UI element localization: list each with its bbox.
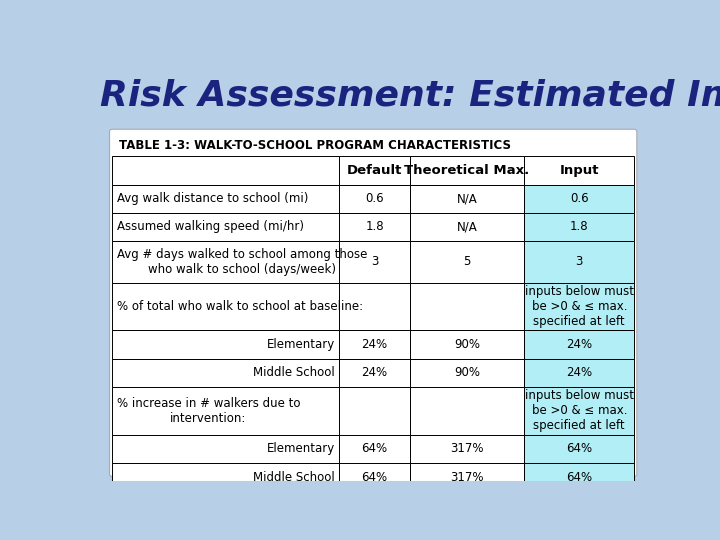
Bar	[112, 213, 339, 241]
Bar	[524, 463, 634, 491]
Text: 1.8: 1.8	[570, 220, 588, 233]
Text: Input: Input	[559, 164, 599, 177]
Text: Middle School: Middle School	[253, 367, 335, 380]
Bar	[410, 282, 524, 330]
Text: % increase in # walkers due to
intervention:: % increase in # walkers due to intervent…	[117, 397, 300, 425]
Bar	[112, 282, 339, 330]
Text: 24%: 24%	[361, 338, 387, 351]
Text: 64%: 64%	[566, 471, 593, 484]
Text: Middle School: Middle School	[253, 471, 335, 484]
Bar	[339, 241, 410, 282]
Bar	[524, 330, 634, 359]
Bar	[410, 241, 524, 282]
Bar	[339, 387, 410, 435]
Text: Default: Default	[347, 164, 402, 177]
Text: inputs below must
be >0 & ≤ max.
specified at left: inputs below must be >0 & ≤ max. specifi…	[525, 285, 634, 328]
Text: TABLE 1-3: WALK-TO-SCHOOL PROGRAM CHARACTERISTICS: TABLE 1-3: WALK-TO-SCHOOL PROGRAM CHARAC…	[119, 139, 511, 152]
Bar	[112, 330, 339, 359]
Bar	[410, 435, 524, 463]
Text: 64%: 64%	[361, 471, 387, 484]
Bar	[339, 359, 410, 387]
Bar	[524, 156, 634, 185]
Bar	[410, 463, 524, 491]
Bar	[112, 387, 339, 435]
Text: inputs below must
be >0 & ≤ max.
specified at left: inputs below must be >0 & ≤ max. specifi…	[525, 389, 634, 433]
Bar	[410, 359, 524, 387]
Text: 3: 3	[575, 255, 583, 268]
Bar	[339, 463, 410, 491]
Bar	[524, 282, 634, 330]
Bar	[524, 241, 634, 282]
Bar	[112, 185, 339, 213]
Text: 5: 5	[464, 255, 471, 268]
Text: Avg walk distance to school (mi): Avg walk distance to school (mi)	[117, 192, 308, 205]
Bar	[112, 435, 339, 463]
Bar	[524, 435, 634, 463]
Text: 90%: 90%	[454, 338, 480, 351]
Bar	[112, 156, 339, 185]
Bar	[339, 185, 410, 213]
Bar	[410, 213, 524, 241]
Text: 0.6: 0.6	[570, 192, 588, 205]
Bar	[112, 241, 339, 282]
Text: 64%: 64%	[361, 442, 387, 456]
Text: 64%: 64%	[566, 442, 593, 456]
Text: 1.8: 1.8	[365, 220, 384, 233]
Text: Elementary: Elementary	[266, 442, 335, 456]
Bar	[410, 156, 524, 185]
Bar	[339, 330, 410, 359]
Bar	[112, 359, 339, 387]
Bar	[524, 213, 634, 241]
Text: 90%: 90%	[454, 367, 480, 380]
Text: Risk Assessment: Estimated Impact: Risk Assessment: Estimated Impact	[100, 79, 720, 113]
Text: 24%: 24%	[566, 338, 593, 351]
Text: % of total who walk to school at baseline:: % of total who walk to school at baselin…	[117, 300, 363, 313]
Text: Assumed walking speed (mi/hr): Assumed walking speed (mi/hr)	[117, 220, 304, 233]
Text: N/A: N/A	[456, 192, 477, 205]
Text: 0.6: 0.6	[365, 192, 384, 205]
Text: Theoretical Max.: Theoretical Max.	[405, 164, 530, 177]
Text: 317%: 317%	[450, 442, 484, 456]
Bar	[410, 330, 524, 359]
Text: 317%: 317%	[450, 471, 484, 484]
Bar	[410, 185, 524, 213]
Text: 24%: 24%	[566, 367, 593, 380]
Text: 3: 3	[371, 255, 378, 268]
Text: Avg # days walked to school among those
who walk to school (days/week): Avg # days walked to school among those …	[117, 248, 367, 276]
Bar	[524, 359, 634, 387]
Bar	[524, 185, 634, 213]
Bar	[339, 213, 410, 241]
Text: N/A: N/A	[456, 220, 477, 233]
Bar	[410, 387, 524, 435]
Bar	[339, 282, 410, 330]
Bar	[112, 463, 339, 491]
Bar	[339, 156, 410, 185]
Bar	[339, 435, 410, 463]
Bar	[524, 387, 634, 435]
Text: 24%: 24%	[361, 367, 387, 380]
FancyBboxPatch shape	[109, 129, 637, 476]
Text: Elementary: Elementary	[266, 338, 335, 351]
